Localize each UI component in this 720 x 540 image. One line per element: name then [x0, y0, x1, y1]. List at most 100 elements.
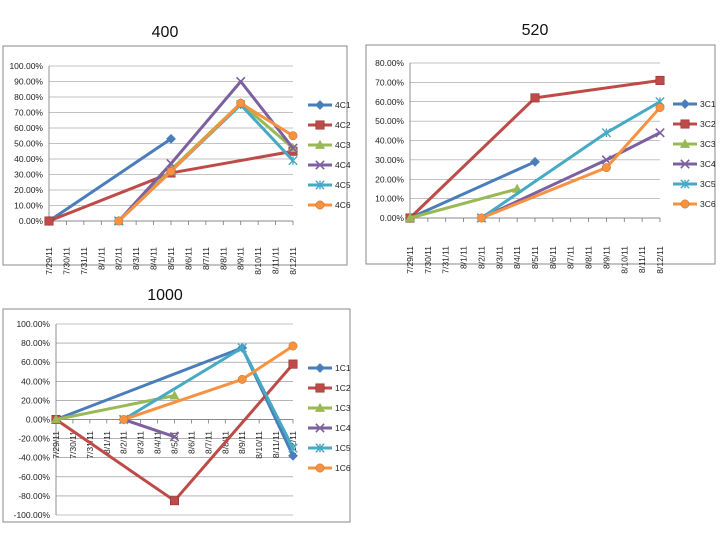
x-tick-label: 8/8/11: [218, 247, 228, 270]
chart-title-520: 520: [521, 22, 549, 39]
legend-label: 3C5: [700, 179, 716, 189]
data-point-3C6: [601, 163, 611, 173]
legend-marker: [315, 383, 325, 393]
legend-marker: [315, 363, 325, 373]
y-tick-label: -80.00%: [18, 491, 50, 501]
y-tick-label: 80.00%: [14, 92, 43, 102]
x-tick-label: 8/1/11: [459, 246, 469, 269]
x-tick-label: 8/5/11: [166, 247, 176, 270]
y-tick-label: 90.00%: [14, 77, 43, 87]
y-tick-label: 70.00%: [375, 77, 404, 87]
y-tick-label: 10.00%: [14, 201, 43, 211]
legend-label: 3C3: [700, 139, 716, 149]
x-tick-label: 8/11/11: [271, 431, 281, 458]
legend-marker: [315, 463, 325, 473]
x-tick-label: 8/11/11: [271, 247, 281, 274]
legend-label: 1C1: [335, 363, 351, 373]
x-tick-label: 7/30/11: [68, 431, 78, 459]
x-tick-label: 8/1/11: [96, 247, 106, 270]
x-tick-label: 7/31/11: [441, 246, 451, 274]
data-point-1C6: [119, 415, 129, 424]
y-tick-label: -60.00%: [18, 472, 50, 482]
data-point-3C6: [476, 213, 486, 223]
legend-marker: [680, 119, 690, 129]
data-point-3C2: [530, 93, 540, 103]
x-tick-label: 7/29/11: [51, 431, 61, 459]
y-tick-label: 40.00%: [21, 376, 50, 386]
x-tick-label: 8/9/11: [237, 431, 247, 454]
y-tick-label: 80.00%: [375, 58, 404, 68]
y-tick-label: 10.00%: [375, 194, 404, 204]
data-point-1C3: [50, 414, 62, 424]
x-tick-label: 8/5/11: [530, 246, 540, 269]
series-line-4C1: [48, 137, 172, 223]
series-line-1C4: [123, 418, 175, 439]
legend-marker: [315, 200, 325, 210]
legend-entry-4C5: 4C5: [308, 180, 351, 190]
legend-marker: [315, 423, 325, 433]
y-tick-label: 0.00%: [19, 216, 44, 226]
data-point-4C4: [288, 143, 298, 153]
x-tick-label: 8/6/11: [183, 247, 193, 270]
y-tick-label: -20.00%: [18, 434, 50, 444]
x-tick-label: 8/11/11: [637, 246, 647, 273]
x-tick-label: 8/12/11: [288, 247, 298, 275]
data-point-4C6: [114, 216, 124, 226]
legend-entry-4C1: 4C1: [308, 100, 351, 110]
x-tick-label: 8/8/11: [584, 246, 594, 269]
legend-entry-1C5: 1C5: [308, 443, 351, 453]
data-point-3C5: [601, 128, 612, 138]
legend-marker: [314, 402, 326, 412]
x-tick-label: 7/29/11: [44, 247, 54, 275]
x-tick-label: 7/31/11: [85, 431, 95, 459]
y-tick-label: 40.00%: [375, 136, 404, 146]
legend-entry-4C3: 4C3: [308, 139, 351, 150]
legend-entry-3C6: 3C6: [673, 199, 716, 209]
legend-marker: [680, 199, 690, 209]
y-tick-label: 60.00%: [21, 357, 50, 367]
legend-marker: [315, 120, 325, 130]
x-tick-label: 8/2/11: [119, 431, 129, 454]
data-point-1C5: [288, 443, 298, 453]
data-point-1C6: [237, 374, 247, 384]
legend-entry-4C6: 4C6: [308, 200, 351, 210]
y-tick-label: 20.00%: [375, 174, 404, 184]
y-tick-label: 60.00%: [14, 123, 43, 133]
data-point-4C2: [44, 216, 54, 226]
x-tick-label: 8/4/11: [153, 431, 163, 454]
x-tick-label: 8/4/11: [512, 246, 522, 269]
data-point-1C2: [170, 496, 180, 506]
legend-label: 1C4: [335, 423, 351, 433]
data-point-4C1: [166, 133, 176, 144]
legend-label: 4C6: [335, 200, 351, 210]
y-tick-label: 40.00%: [14, 154, 43, 164]
legend-entry-3C1: 3C1: [673, 99, 716, 109]
chart-title-1000: 1000: [147, 287, 183, 304]
legend-label: 3C1: [700, 99, 716, 109]
x-tick-label: 8/10/11: [253, 247, 263, 275]
x-tick-label: 8/3/11: [131, 247, 141, 270]
legend-label: 1C5: [335, 443, 351, 453]
legend-marker: [315, 180, 325, 190]
x-tick-label: 8/9/11: [236, 247, 246, 270]
legend-entry-3C4: 3C4: [673, 159, 716, 169]
data-point-1C4: [169, 431, 180, 442]
y-tick-label: 30.00%: [375, 155, 404, 165]
x-tick-label: 8/7/11: [201, 247, 211, 270]
legend-entry-1C1: 1C1: [308, 363, 351, 373]
x-tick-label: 8/6/11: [548, 246, 558, 269]
x-tick-label: 8/2/11: [114, 247, 124, 270]
x-tick-label: 8/5/11: [170, 431, 180, 454]
x-tick-label: 8/4/11: [149, 247, 159, 270]
legend-marker: [315, 100, 325, 110]
legend-marker: [680, 99, 690, 109]
chart-1000: -100.00% -80.00% -60.00% -40.00% -20.00% 0.00…: [2, 308, 351, 523]
y-tick-label: 50.00%: [375, 116, 404, 126]
y-tick-label: 20.00%: [21, 395, 50, 405]
legend-entry-3C5: 3C5: [673, 179, 716, 189]
legend-label: 4C3: [335, 140, 351, 150]
legend-entry-3C2: 3C2: [673, 119, 716, 129]
legend-marker: [315, 443, 325, 453]
y-tick-label: 80.00%: [21, 338, 50, 348]
y-tick-label: 0.00%: [380, 213, 405, 223]
